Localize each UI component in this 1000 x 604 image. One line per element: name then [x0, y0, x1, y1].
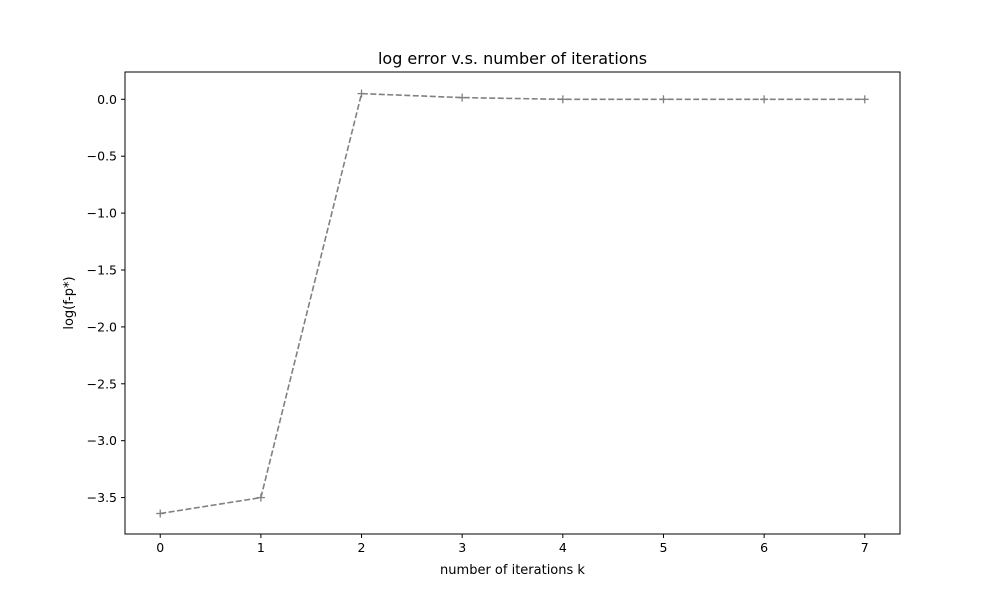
x-axis-label: number of iterations k	[440, 563, 585, 578]
x-tick-label: 5	[659, 540, 667, 555]
x-tick-label: 7	[861, 540, 869, 555]
ticks-layer: 0 1 2 3 4 5 6 7 0.0 −0.5 −1.0 −1.5 −2.0 −2.5 −3.0 −3.5	[87, 92, 869, 555]
x-tick-label: 1	[257, 540, 265, 555]
plot-frame	[124, 71, 901, 535]
x-tick-label: 6	[760, 540, 768, 555]
y-tick-label: −0.5	[87, 149, 117, 164]
data-point-marker	[860, 95, 869, 104]
y-tick-label: −2.5	[87, 376, 117, 391]
x-tick-label: 0	[156, 540, 164, 555]
series-line	[160, 92, 865, 515]
data-point-marker	[156, 509, 165, 518]
x-tick-label: 3	[458, 540, 466, 555]
series-layer	[156, 89, 869, 518]
y-tick-label: −1.5	[87, 263, 117, 278]
y-tick-label: −1.0	[87, 206, 117, 221]
data-point-marker	[659, 95, 668, 104]
y-tick-label: −3.0	[87, 433, 117, 448]
data-point-marker	[256, 493, 265, 502]
data-point-marker	[760, 95, 769, 104]
y-tick-label: 0.0	[97, 92, 117, 107]
chart-title: log error v.s. number of iterations	[378, 49, 647, 68]
data-point-marker	[558, 95, 567, 104]
x-tick-label: 2	[358, 540, 366, 555]
data-point-marker	[458, 93, 467, 102]
data-point-marker	[357, 89, 366, 98]
x-tick-label: 4	[559, 540, 567, 555]
y-tick-label: −3.5	[87, 490, 117, 505]
y-tick-label: −2.0	[87, 319, 117, 334]
y-axis-label: log(f-p*)	[62, 276, 77, 329]
